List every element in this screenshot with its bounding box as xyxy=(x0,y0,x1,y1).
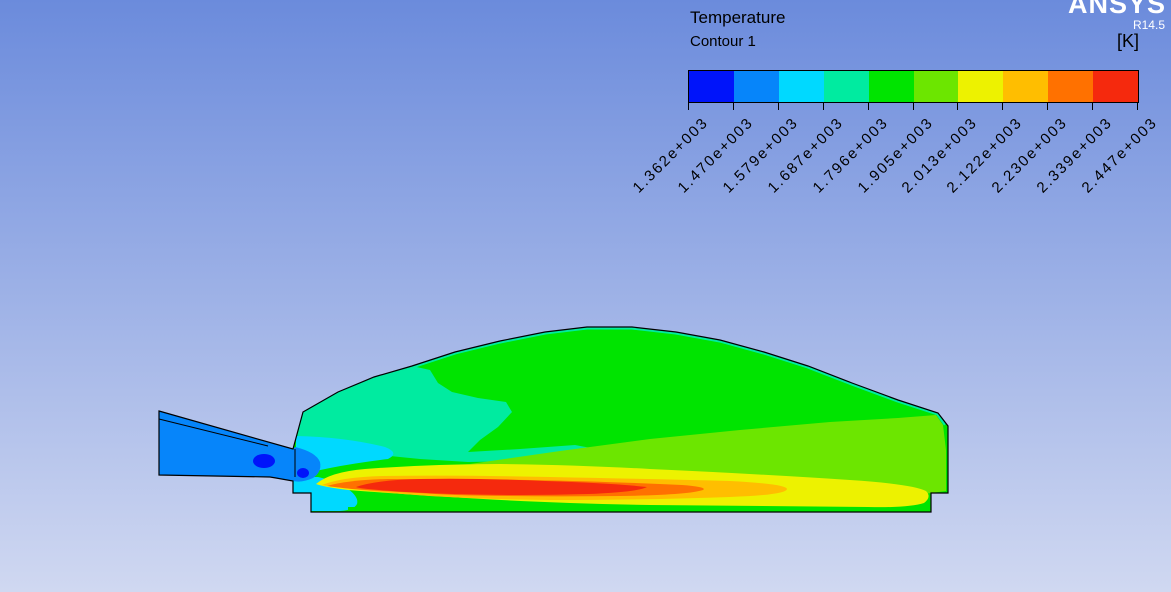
colorbar-tick xyxy=(688,103,689,110)
colorbar-tick xyxy=(1002,103,1003,110)
ansys-logo: ANSYS xyxy=(1067,0,1166,19)
colorbar-tick xyxy=(957,103,958,110)
contour-spot-cold-inlet xyxy=(253,454,275,468)
colorbar-band xyxy=(1003,71,1049,102)
colorbar-band xyxy=(868,71,914,102)
ansys-watermark: ANSYS R14.5 xyxy=(1068,0,1166,31)
colorbar-band xyxy=(689,71,734,102)
ansys-version-label: R14.5 xyxy=(1132,18,1165,32)
colorbar-ticks xyxy=(688,103,1139,112)
legend-subtitle: Contour 1 xyxy=(690,33,756,50)
colorbar-band xyxy=(733,71,779,102)
contour-region-mid-right xyxy=(470,415,946,496)
contour-region-upper-left xyxy=(296,366,612,462)
legend-unit: [K] xyxy=(1116,31,1139,51)
colorbar-tick xyxy=(1047,103,1048,110)
colorbar-band xyxy=(823,71,869,102)
colorbar-band xyxy=(778,71,824,102)
colorbar-tick xyxy=(913,103,914,110)
colorbar-band xyxy=(913,71,959,102)
colorbar-tick xyxy=(1092,103,1093,110)
colorbar-tick xyxy=(733,103,734,110)
colorbar-tick xyxy=(868,103,869,110)
colorbar-band xyxy=(1093,71,1139,102)
legend-title: Temperature xyxy=(690,8,786,27)
legend: Temperature Contour 1 [K] 1.362e+003 1.47… xyxy=(630,0,1161,220)
inlet-inner-wall-line xyxy=(158,418,269,447)
colorbar-band xyxy=(958,71,1004,102)
contour-region-flame-core xyxy=(356,478,647,495)
colorbar-tick xyxy=(823,103,824,110)
colorbar-band xyxy=(1048,71,1094,102)
contour-spot-front-wall-deepblue xyxy=(297,468,309,478)
colorbar-tick xyxy=(778,103,779,110)
contour-stripe-bottom-wall xyxy=(348,507,931,512)
colorbar-tick xyxy=(1137,103,1138,110)
combustor-outline xyxy=(158,326,949,513)
colorbar xyxy=(688,70,1139,103)
contour-region-inlet-duct xyxy=(159,411,293,481)
